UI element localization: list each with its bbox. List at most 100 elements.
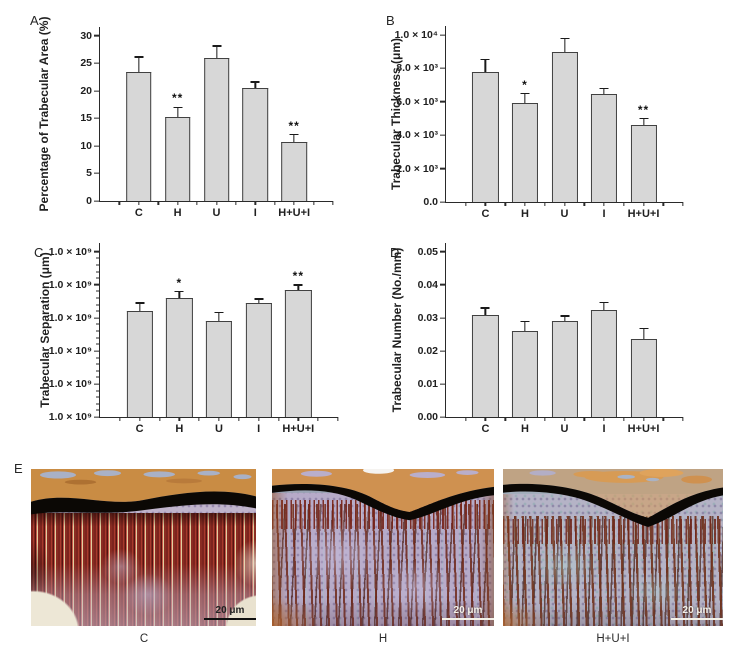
x-category-label: U [215, 423, 223, 435]
y-tick-mark [439, 67, 445, 69]
y-tick-mark [93, 383, 99, 385]
error-bar [524, 321, 526, 332]
error-bar-cap [560, 38, 569, 40]
x-category-label: I [253, 207, 257, 219]
y-tick-label: 6.0 × 10³ [396, 95, 438, 108]
x-tick-mark [484, 202, 487, 206]
error-bar [563, 39, 566, 53]
y-tick-mark [439, 134, 445, 136]
x-tick-mark [157, 201, 159, 205]
x-tick-mark [465, 417, 467, 421]
chart-trabecular-thickness: Trabecular Thickness (μm) 0.0 2.0 × 10³ 4.… [389, 26, 684, 220]
panel-d-letter: D [390, 245, 400, 260]
y-tick-mark [93, 284, 99, 286]
y-tick-label: 30 [80, 29, 92, 42]
x-tick-mark [642, 202, 645, 206]
error-bar-cap [639, 328, 648, 330]
micrograph-c: 20 μm [31, 469, 256, 626]
error-bar-cap [289, 134, 299, 136]
y-tick-mark [93, 251, 99, 253]
bar-H [166, 297, 193, 417]
chart-trabecular-number: Trabecular Number (No./mm) 0.00 0.01 0.02 0… [390, 243, 684, 435]
bar-U [203, 57, 230, 201]
y-tick-mark [93, 416, 99, 418]
x-category-label: C [135, 423, 144, 435]
chart-trabecular-area: Percentage of Trabecular Area (%) 0 5 10 15… [37, 17, 334, 219]
y-tick-mark [93, 62, 99, 64]
y-tick-label: 10 [80, 139, 92, 152]
error-bar [484, 308, 487, 315]
error-bar-cap [480, 58, 490, 60]
scale-bar: 20 μm [671, 605, 723, 620]
error-bar-cap [599, 301, 609, 303]
x-tick-mark [139, 417, 141, 421]
y-tick-mark [439, 317, 445, 319]
y-tick-label: 0.02 [417, 344, 438, 357]
y-tick-label: 8.0 × 10³ [396, 62, 438, 75]
x-tick-mark [317, 417, 319, 421]
y-minor-tick-mark [95, 297, 99, 299]
error-bar [215, 46, 218, 58]
y-tick-mark [93, 90, 99, 92]
y-tick-label: 15 [80, 112, 92, 125]
error-bar [642, 119, 645, 126]
x-tick-mark [118, 201, 121, 205]
x-category-label: I [602, 208, 606, 220]
y-tick-label: 0.03 [417, 311, 438, 324]
x-tick-mark [642, 417, 645, 421]
bar-C [472, 314, 499, 417]
x-tick-mark [623, 417, 625, 421]
error-bar [178, 292, 180, 298]
bar-U [551, 321, 578, 417]
y-minor-tick-mark [95, 396, 99, 398]
x-category-label: H [175, 423, 184, 435]
panel-c-letter: C [34, 245, 44, 260]
y-minor-tick-mark [95, 310, 99, 312]
x-category-label: H [521, 208, 529, 220]
x-tick-mark [504, 417, 506, 421]
y-minor-tick-mark [95, 304, 99, 306]
error-bar-cap [135, 302, 145, 304]
y-tick-mark [439, 284, 445, 286]
bar-I [242, 88, 269, 201]
y-tick-label: 1.0 × 10⁹ [48, 311, 92, 324]
y-minor-tick-mark [95, 277, 99, 279]
x-tick-mark [465, 202, 467, 206]
scale-bar: 20 μm [204, 605, 256, 620]
x-category-label: C [481, 423, 490, 435]
y-tick-label: 0.04 [417, 278, 438, 291]
bar-H+U+I [285, 289, 312, 417]
y-tick-label: 0.05 [417, 245, 438, 258]
y-tick-label: 20 [80, 84, 92, 97]
y-minor-tick-mark [95, 264, 99, 266]
error-bar-cap [599, 88, 609, 90]
error-bar-cap [174, 290, 184, 293]
y-minor-tick-mark [95, 409, 99, 411]
x-tick-mark [583, 202, 585, 206]
y-tick-mark [439, 416, 445, 418]
chart-trabecular-separation: Trabecular Separation (μm) 1.0 × 10⁹ 1.0 … [38, 243, 339, 435]
x-tick-mark [293, 201, 295, 205]
micrograph-h-u-i: 20 μm [503, 469, 723, 626]
bar-H+U+I [630, 339, 657, 417]
y-tick-mark [439, 167, 445, 170]
significance-marker: ** [171, 91, 184, 106]
panel-a-letter: A [30, 13, 39, 28]
x-category-label: U [212, 207, 221, 219]
x-tick-mark [662, 417, 664, 421]
significance-marker: ** [288, 118, 300, 133]
error-bar [218, 312, 220, 322]
x-tick-mark [563, 202, 566, 206]
error-bar [297, 285, 299, 290]
scale-bar-text: 20 μm [453, 605, 483, 616]
x-tick-mark [583, 417, 585, 421]
x-tick-mark [138, 201, 140, 205]
error-bar-cap [250, 81, 260, 83]
error-bar [258, 299, 260, 303]
bar-C [472, 72, 499, 202]
y-tick-label: 2.0 × 10³ [396, 162, 438, 175]
y-minor-tick-mark [95, 337, 99, 339]
error-bar-cap [520, 320, 530, 322]
x-tick-mark [504, 202, 506, 206]
x-tick-mark [603, 202, 605, 206]
